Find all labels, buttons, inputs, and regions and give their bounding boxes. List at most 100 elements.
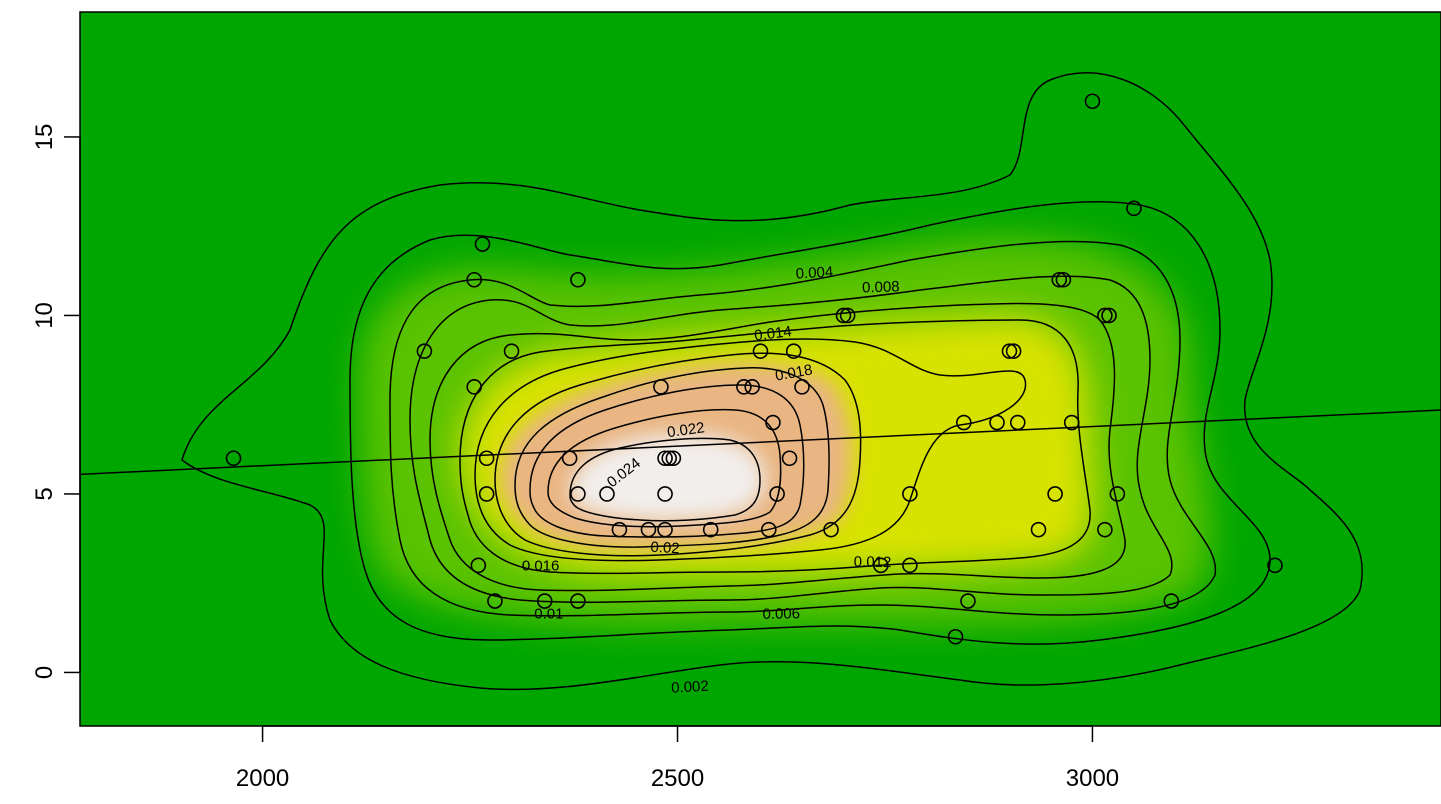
x-tick-label: 3000 (1066, 765, 1119, 792)
contour-label-0.012: 0.012 (854, 553, 892, 571)
data-point (561, 450, 578, 467)
contour-0.018 (514, 367, 830, 548)
y-tick-label: 10 (31, 302, 58, 329)
data-point (1047, 486, 1063, 502)
data-point (1101, 307, 1117, 324)
data-point (478, 486, 495, 502)
data-point (466, 271, 482, 288)
contour-0.016 (494, 352, 862, 557)
data-point (823, 521, 839, 538)
data-point (781, 450, 798, 467)
data-point (873, 557, 889, 574)
contour-label-0.018: 0.018 (774, 361, 814, 384)
data-point (989, 414, 1005, 431)
plot-area: 0.002 0.004 0.006 0.008 0.01 0.012 0.014 0.016 0… (80, 12, 1441, 726)
data-point (665, 450, 682, 467)
data-point (570, 593, 586, 609)
contour-label-group: 0.002 0.004 0.006 0.008 0.01 0.012 0.014 0.016 0… (522, 264, 900, 697)
data-point (1163, 593, 1180, 609)
data-point (1109, 486, 1126, 502)
data-point (1030, 521, 1047, 538)
data-point (474, 236, 491, 252)
data-point (1051, 271, 1068, 288)
data-point (752, 343, 769, 359)
data-point (702, 521, 719, 538)
contour-0.01 (429, 302, 1126, 592)
contour-label-text: 0.002 (671, 678, 709, 697)
data-point (1097, 521, 1113, 538)
data-point (661, 450, 678, 467)
data-point (653, 379, 669, 395)
data-point (765, 414, 781, 431)
contour-label-0.002: 0.002 (671, 678, 709, 697)
contour-label-0.02: 0.02 (650, 539, 680, 558)
data-point (744, 379, 761, 395)
contour-label-text: 0.006 (762, 605, 800, 623)
contour-label-text: 0.018 (774, 361, 814, 384)
contour-label-text: 0.014 (753, 323, 792, 344)
data-point (1084, 93, 1101, 110)
y-tick-label: 5 (31, 487, 58, 500)
contour-0.02 (529, 384, 805, 538)
data-point (769, 486, 785, 502)
data-point (839, 307, 856, 324)
data-point (760, 521, 777, 538)
data-point (956, 414, 972, 431)
x-axis: 2000 2500 3000 (236, 725, 1119, 792)
data-point (1009, 414, 1026, 431)
x-tick-label: 2000 (236, 765, 289, 792)
contour-label-0.008: 0.008 (862, 278, 900, 296)
data-point (1001, 343, 1018, 359)
data-point (470, 557, 487, 574)
data-point (785, 343, 802, 359)
data-point (902, 557, 918, 574)
contour-0.008 (409, 275, 1173, 603)
data-point (225, 450, 242, 467)
contour-label-0.01: 0.01 (534, 606, 563, 623)
regression-line (80, 409, 1441, 476)
data-point (599, 486, 615, 502)
data-point (1097, 307, 1113, 324)
data-points (225, 93, 1283, 645)
contour-label-0.022: 0.022 (666, 419, 706, 441)
data-point (1005, 343, 1022, 359)
data-point (503, 343, 520, 359)
data-point (657, 450, 673, 467)
data-point (570, 486, 586, 502)
data-point (416, 343, 433, 359)
data-point (657, 486, 673, 502)
contour-label-text: 0.01 (534, 606, 563, 623)
contour-label-text: 0.008 (862, 278, 900, 296)
data-point (640, 521, 657, 538)
contour-label-0.004: 0.004 (795, 264, 833, 283)
data-point (736, 379, 752, 395)
contour-label-0.006: 0.006 (762, 605, 800, 623)
y-tick-label: 0 (31, 666, 58, 679)
data-point (1267, 557, 1283, 574)
data-point (611, 521, 628, 538)
data-point (794, 379, 810, 395)
contour-label-text: 0.012 (854, 553, 892, 571)
data-point (536, 593, 553, 609)
data-point (657, 521, 673, 538)
contour-label-text: 0.022 (666, 419, 706, 441)
contour-0.006 (389, 240, 1217, 617)
contour-0.024 (569, 437, 761, 522)
data-point (570, 271, 586, 288)
contour-label-text: 0.004 (795, 264, 833, 283)
contour-0.014 (474, 338, 1027, 562)
data-point (1063, 414, 1080, 431)
contour-label-text: 0.016 (522, 557, 560, 574)
heat-layer-4 (570, 433, 766, 521)
y-axis: 0 5 10 15 (31, 124, 81, 679)
contour-label-text: 0.02 (650, 539, 680, 558)
density-heat-fill (360, 237, 1212, 626)
x-tick-label: 2500 (651, 765, 704, 792)
y-tick-label: 15 (31, 124, 58, 151)
data-point (466, 379, 482, 395)
contour-0.022 (547, 408, 782, 528)
contour-0.012 (459, 319, 1091, 575)
data-point (1126, 200, 1142, 217)
data-point (478, 450, 495, 467)
contour-0.004 (349, 201, 1271, 645)
